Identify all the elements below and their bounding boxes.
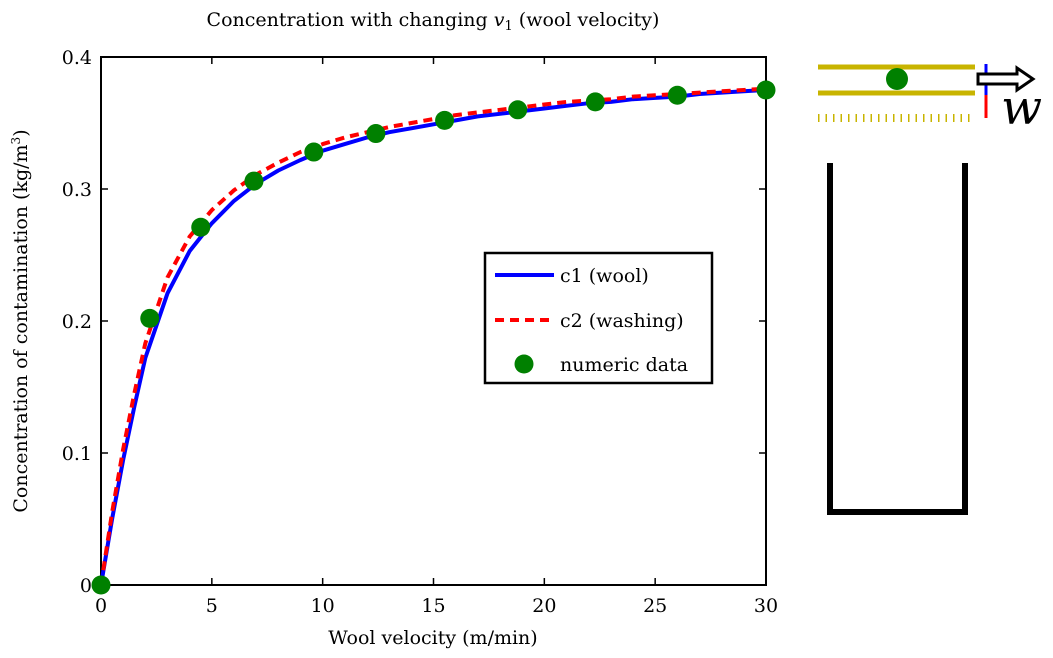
series-line-c2 xyxy=(99,86,767,586)
x-tick-label: 25 xyxy=(643,595,667,617)
x-tick-label: 15 xyxy=(421,595,445,617)
data-point xyxy=(756,80,776,100)
data-point xyxy=(585,92,605,112)
data-point xyxy=(667,85,687,105)
y-tick-label: 0.4 xyxy=(62,47,92,69)
title-sub: 1 xyxy=(504,19,512,34)
y-axis-label: Concentration of contamination (kg/m3) xyxy=(9,129,32,512)
legend-label-numeric: numeric data xyxy=(560,354,688,376)
data-point xyxy=(435,110,455,130)
data-point xyxy=(366,124,386,144)
y-axis-label-sup: 3 xyxy=(9,137,23,145)
legend-marker-numeric xyxy=(514,354,534,374)
legend-label-c1: c1 (wool) xyxy=(560,265,649,287)
legend-label-c2: c2 (washing) xyxy=(560,310,684,332)
y-tick-label: 0 xyxy=(80,575,92,597)
title-var: v xyxy=(494,9,505,31)
wool-washing-diagram: w xyxy=(818,64,1042,515)
data-point xyxy=(508,100,528,120)
y-tick-label: 0.3 xyxy=(62,179,92,201)
y-tick-label: 0.1 xyxy=(62,443,92,465)
velocity-arrow-icon xyxy=(976,65,1036,93)
chart-title: Concentration with changing v1 (wool vel… xyxy=(207,9,660,34)
x-tick-label: 30 xyxy=(754,595,778,617)
velocity-label: w xyxy=(1001,80,1042,136)
legend: c1 (wool) c2 (washing) numeric data xyxy=(483,251,714,385)
x-tick-label: 0 xyxy=(95,595,107,617)
data-point xyxy=(244,171,264,191)
title-suffix: (wool velocity) xyxy=(513,9,660,31)
data-point xyxy=(304,142,324,162)
series-layer xyxy=(91,80,776,595)
x-axis-label: Wool velocity (m/min) xyxy=(328,627,537,649)
y-axis-label-main: Concentration of contamination (kg/m xyxy=(10,144,32,512)
data-point xyxy=(191,217,211,237)
y-axis-label-end: ) xyxy=(10,129,32,136)
washing-tank xyxy=(827,163,968,515)
series-line-c1 xyxy=(99,88,767,586)
contaminant-ball xyxy=(886,68,908,90)
title-prefix: Concentration with changing xyxy=(207,9,494,31)
x-tick-label: 10 xyxy=(311,595,335,617)
data-point xyxy=(140,308,160,328)
y-tick-label: 0.2 xyxy=(62,311,92,333)
axis-ticks: 0 5 10 15 20 25 30 0 0.1 0.2 0.3 0.4 xyxy=(62,47,778,617)
x-tick-label: 20 xyxy=(532,595,556,617)
data-point xyxy=(91,575,111,595)
x-tick-label: 5 xyxy=(206,595,218,617)
